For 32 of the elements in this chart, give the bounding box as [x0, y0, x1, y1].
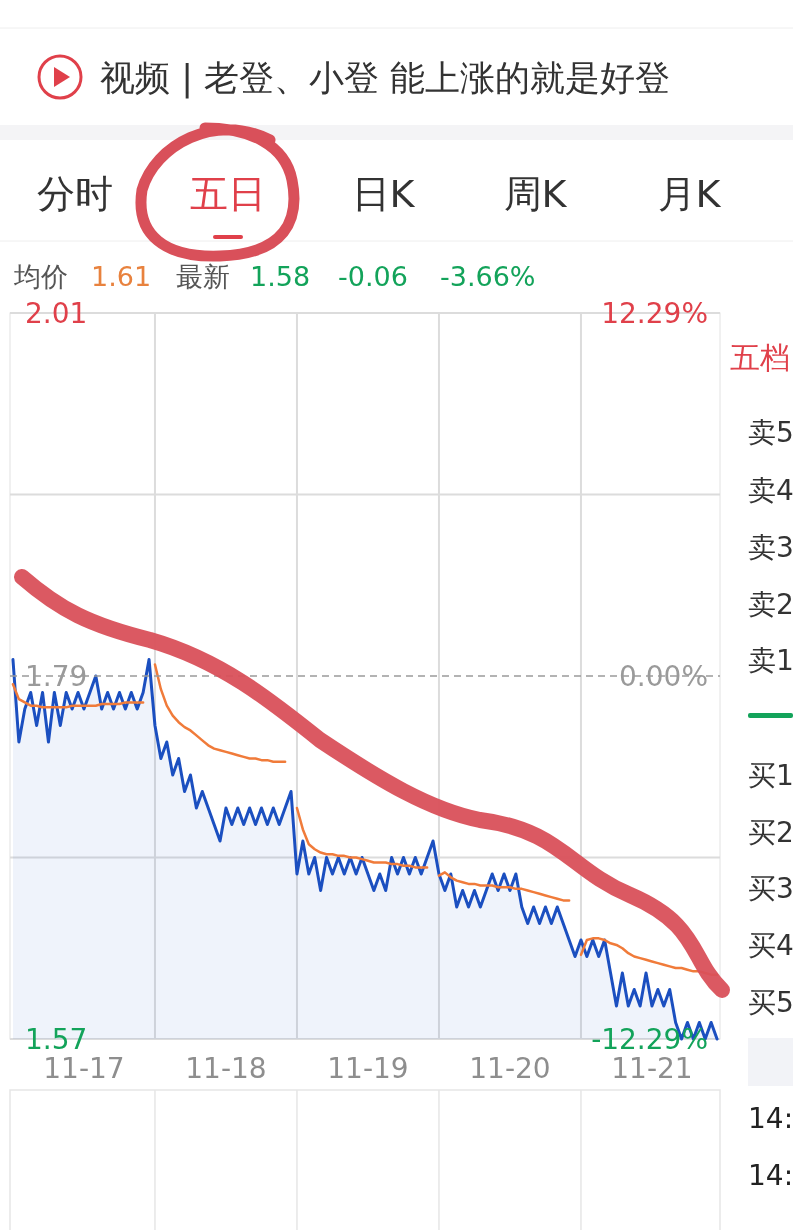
text: 卖3: [748, 531, 793, 564]
chart-title: 视频 | 老登、小登 能上涨的就是好登: [100, 58, 671, 99]
text: 买2: [748, 816, 793, 849]
text: 分时: [37, 172, 113, 216]
x-tick-label: 11-20: [469, 1052, 551, 1085]
text: 日K: [351, 172, 416, 216]
text: 卖2: [748, 588, 793, 621]
text: 卖1: [748, 644, 793, 677]
x-tick-label: 11-19: [327, 1052, 409, 1085]
text: 月K: [657, 172, 722, 216]
text: 五档: [730, 340, 790, 375]
text: 1.61: [91, 261, 152, 292]
y2-tick-label: 0.00%: [619, 660, 708, 693]
text: -3.66%: [440, 261, 536, 292]
text: 买3: [748, 872, 793, 905]
y2-tick-label: 12.29%: [601, 297, 708, 330]
x-tick-label: 11-18: [185, 1052, 267, 1085]
text: 卖5: [748, 416, 793, 449]
text: 14:: [748, 1159, 793, 1192]
text: 买5: [748, 986, 793, 1019]
text: -0.06: [338, 261, 408, 292]
text: 买1: [748, 759, 793, 792]
text: 五日: [190, 172, 266, 216]
y-tick-label: 2.01: [25, 297, 88, 330]
text: 均价: [13, 261, 68, 292]
text: 最新: [176, 261, 230, 292]
text: 买4: [748, 929, 793, 962]
y-tick-label: 1.79: [25, 660, 88, 693]
text: 1.58: [250, 261, 311, 292]
text: 卖4: [748, 474, 793, 507]
text: 周K: [503, 172, 568, 216]
text: 14:: [748, 1102, 793, 1135]
